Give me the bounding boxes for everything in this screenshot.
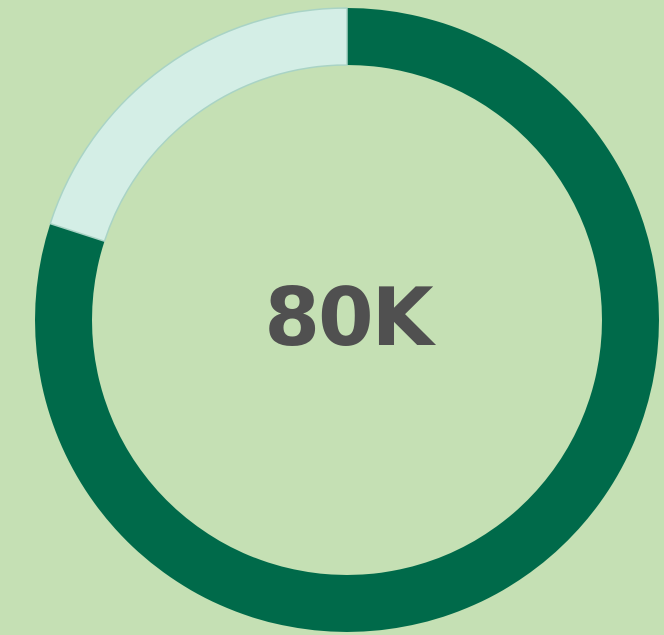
donut-slices [35,7,660,632]
donut-slice-2 [49,7,348,243]
center-value-label: 80K [264,270,433,364]
